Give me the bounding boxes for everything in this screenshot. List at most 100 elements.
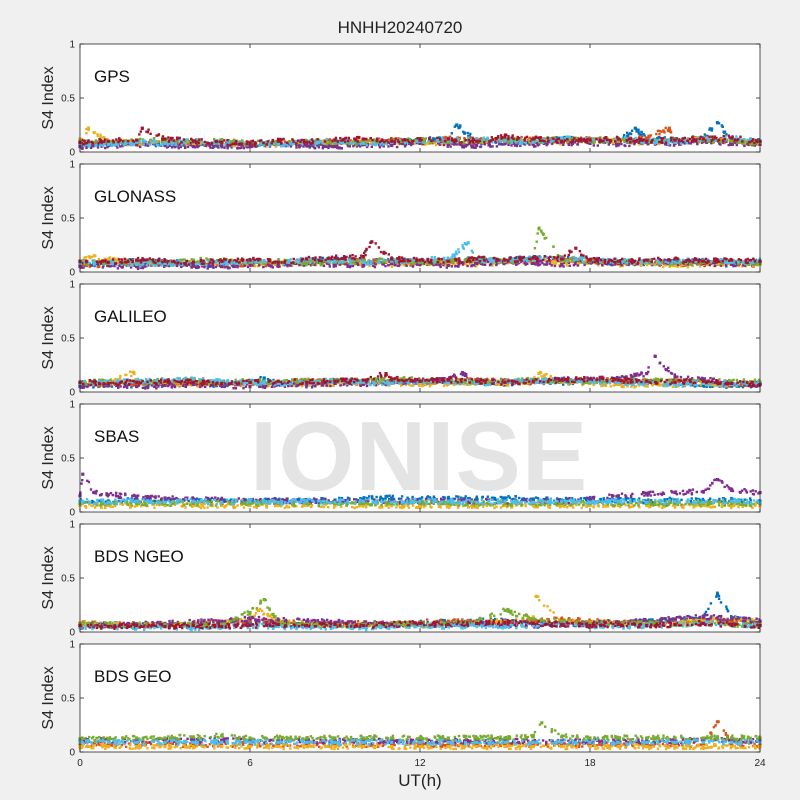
scatter-dot [658, 133, 661, 136]
scatter-dot [355, 135, 359, 139]
scatter-dot [687, 142, 690, 145]
scatter-dot [749, 138, 752, 141]
scatter-dot [526, 262, 529, 266]
scatter-dot [194, 144, 197, 147]
scatter-dot [184, 143, 187, 146]
scatter-dot [709, 140, 712, 144]
scatter-dot [170, 143, 173, 147]
scatter-dot [295, 262, 298, 266]
scatter-dot [347, 142, 351, 146]
data-point [667, 126, 671, 130]
scatter-dot [104, 146, 107, 150]
scatter-dot [640, 141, 644, 144]
scatter-dot [322, 264, 326, 267]
scatter-dot [460, 141, 463, 144]
scatter-dot [403, 145, 407, 148]
scatter-dot [156, 262, 159, 266]
scatter-dot [291, 138, 294, 141]
scatter-dot [733, 139, 736, 142]
scatter-dot [634, 140, 637, 144]
scatter-dot [347, 139, 350, 143]
scatter-dot [534, 145, 537, 148]
scatter-dot [258, 139, 262, 142]
scatter-dot [658, 264, 661, 267]
scatter-dot [397, 137, 400, 140]
scatter-dot [660, 130, 663, 133]
scatter-dot [566, 138, 569, 141]
scatter-dot [196, 266, 200, 269]
data-point [163, 141, 167, 145]
scatter-dot [598, 139, 601, 142]
data-point [475, 143, 479, 148]
scatter-dot [87, 140, 90, 144]
scatter-dot [738, 137, 742, 140]
scatter-dot [132, 263, 135, 266]
scatter-dot [336, 140, 339, 143]
scatter-dot [735, 139, 739, 142]
scatter-dot [98, 138, 101, 141]
scatter-dot [298, 263, 301, 267]
scatter-dot [595, 138, 598, 141]
scatter-dot [117, 142, 120, 145]
scatter-dot [742, 141, 746, 144]
scatter-dot [371, 139, 374, 142]
scatter-dot [149, 262, 152, 265]
scatter-dot [320, 143, 324, 146]
scatter-dot [154, 258, 157, 262]
scatter-dot [582, 137, 585, 141]
scatter-dot [291, 141, 294, 145]
scatter-dot [516, 138, 519, 141]
scatter-dot [383, 140, 386, 144]
scatter-dot [628, 144, 631, 148]
scatter-dot [669, 131, 673, 134]
scatter-dot [514, 140, 518, 144]
scatter-dot [328, 262, 331, 266]
scatter-dot [416, 138, 419, 141]
scatter-dot [378, 140, 382, 144]
scatter-dot [102, 264, 105, 268]
scatter-dot [141, 139, 144, 142]
scatter-dot [96, 133, 99, 136]
scatter-dot [142, 143, 145, 146]
scatter-dot [747, 143, 750, 147]
scatter-dot [328, 144, 331, 148]
scatter-dot [519, 144, 522, 148]
scatter-dot [320, 260, 324, 264]
scatter-dot [126, 140, 130, 143]
scatter-dot [485, 260, 488, 263]
scatter-dot [515, 144, 519, 148]
scatter-dot [416, 137, 419, 140]
scatter-dot [313, 147, 317, 150]
scatter-dot [345, 141, 348, 144]
scatter-dot [715, 262, 718, 266]
data-point [248, 145, 252, 149]
scatter-dot [461, 263, 465, 266]
scatter-dot [218, 140, 221, 143]
scatter-dot [557, 260, 561, 263]
scatter-dot [573, 260, 576, 264]
scatter-dot [679, 265, 683, 268]
scatter-dot [548, 262, 551, 265]
scatter-dot [315, 142, 318, 145]
scatter-dot [463, 259, 466, 262]
scatter-dot [686, 266, 690, 269]
scatter-dot [408, 138, 412, 141]
scatter-dot [184, 140, 187, 143]
scatter-dot [534, 261, 538, 264]
scatter-dot [203, 140, 207, 144]
scatter-dot [727, 134, 731, 137]
data-point [418, 138, 422, 142]
scatter-dot [399, 140, 403, 144]
scatter-dot [300, 263, 303, 267]
scatter-dot [336, 146, 339, 149]
scatter-dot [458, 141, 461, 144]
scatter-dot [748, 140, 751, 144]
scatter-dot [459, 125, 462, 128]
scatter-dot [626, 134, 629, 137]
scatter-dot [402, 264, 405, 267]
scatter-dot [82, 258, 85, 262]
scatter-dot [424, 143, 427, 146]
scatter-dot [358, 135, 361, 139]
scatter-dot [620, 264, 623, 267]
data-point [588, 141, 592, 145]
